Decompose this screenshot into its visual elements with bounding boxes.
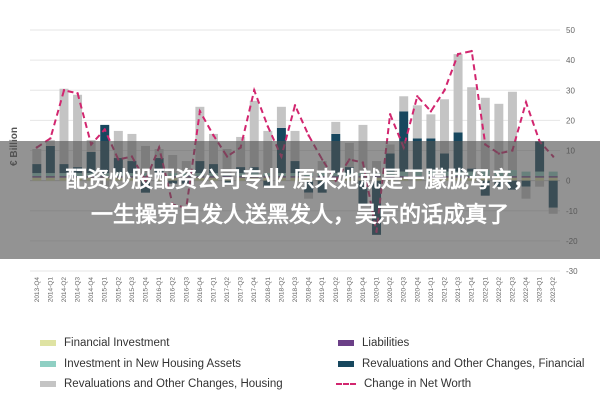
net-worth-point [429, 110, 433, 113]
x-tick-label: 2018-Q3 [292, 277, 299, 303]
x-tick-label: 2014-Q2 [61, 277, 68, 303]
legend-label: Revaluations and Other Changes, Financia… [362, 358, 585, 370]
x-tick-label: 2015-Q4 [143, 277, 150, 303]
x-tick-label: 2020-Q4 [414, 277, 421, 303]
legend-swatch-reval-financial [338, 361, 354, 367]
x-tick-label: 2017-Q1 [211, 277, 218, 303]
bar-revaluations-and-other-changes-housing [412, 105, 422, 139]
net-worth-point [443, 89, 446, 92]
legend-label: Investment in New Housing Assets [64, 358, 242, 370]
y-tick-label: 20 [566, 116, 575, 125]
bar-revaluations-and-other-changes-housing [426, 114, 436, 139]
legend-label: Liabilities [362, 337, 410, 349]
net-worth-point [253, 89, 256, 92]
x-tick-label: 2016-Q3 [183, 277, 190, 303]
bar-revaluations-and-other-changes-housing [440, 99, 449, 154]
net-worth-point [470, 49, 473, 53]
x-tick-label: 2015-Q1 [102, 277, 109, 303]
legend-swatch-liabilities [338, 340, 354, 346]
legend-swatch-new-housing [40, 361, 56, 367]
legend-item-reval-housing: Revaluations and Other Changes, Housing [40, 376, 283, 392]
net-worth-point [524, 101, 528, 104]
x-tick-label: 2018-Q1 [265, 277, 272, 303]
bar-revaluations-and-other-changes-housing [399, 96, 409, 112]
x-tick-label: 2023-Q2 [550, 277, 557, 303]
x-tick-label: 2013-Q4 [34, 277, 41, 303]
legend-label: Financial Investment [64, 337, 170, 349]
bar-revaluations-and-other-changes-housing [507, 91, 517, 171]
x-tick-label: 2023-Q1 [537, 277, 544, 303]
net-worth-point [456, 52, 460, 56]
net-worth-point [416, 95, 419, 98]
net-worth-point [293, 104, 297, 107]
x-tick-label: 2019-Q3 [346, 277, 353, 303]
bar-revaluations-and-other-changes-housing [59, 88, 69, 165]
x-tick-label: 2017-Q4 [251, 277, 258, 303]
net-worth-point [307, 134, 310, 137]
x-tick-label: 2019-Q1 [319, 277, 326, 303]
legend-item-reval-financial: Revaluations and Other Changes, Financia… [338, 356, 584, 372]
bar-revaluations-and-other-changes-housing [73, 94, 83, 168]
legend-item-liabilities: Liabilities [338, 335, 409, 351]
x-tick-label: 2015-Q3 [129, 277, 136, 303]
x-tick-label: 2021-Q3 [455, 277, 462, 303]
net-worth-point [388, 113, 392, 116]
x-tick-label: 2016-Q2 [170, 277, 177, 303]
legend-item-new-housing: Investment in New Housing Assets [40, 356, 241, 372]
legend-item-net-worth: Change in Net Worth [336, 376, 471, 392]
x-tick-label: 2022-Q1 [482, 277, 489, 303]
x-tick-label: 2014-Q3 [75, 277, 82, 303]
x-tick-label: 2017-Q3 [238, 277, 245, 303]
bar-revaluations-and-other-changes-housing [480, 97, 490, 171]
x-tick-label: 2018-Q4 [306, 277, 313, 303]
x-tick-label: 2021-Q4 [469, 277, 476, 303]
y-tick-label: 30 [566, 86, 575, 95]
overlay-title-line-2: 一生操劳白发人送黑发人，吴京的话成真了 [90, 203, 509, 228]
bar-revaluations-and-other-changes-housing [331, 121, 341, 134]
legend-item-financial-investment: Financial Investment [40, 335, 169, 351]
bar-revaluations-and-other-changes-housing [276, 106, 286, 128]
y-tick-label: 40 [566, 56, 575, 65]
bar-revaluations-and-other-changes-housing [453, 54, 463, 133]
x-tick-label: 2022-Q3 [509, 277, 516, 303]
net-worth-point [103, 128, 106, 131]
x-tick-label: 2021-Q1 [428, 277, 435, 303]
bar-revaluations-and-other-changes-housing [249, 100, 259, 168]
y-tick-label: 50 [566, 26, 575, 35]
x-tick-label: 2021-Q2 [442, 277, 449, 303]
legend-label: Change in Net Worth [364, 378, 472, 390]
x-tick-label: 2014-Q1 [47, 277, 54, 303]
x-tick-label: 2016-Q4 [197, 277, 204, 303]
bar-revaluations-and-other-changes-housing [467, 87, 477, 169]
x-tick-label: 2018-Q2 [278, 277, 285, 303]
legend-label: Revaluations and Other Changes, Housing [64, 378, 283, 390]
x-tick-label: 2022-Q2 [496, 277, 503, 303]
bar-revaluations-and-other-changes-housing [494, 103, 504, 171]
x-tick-label: 2022-Q4 [523, 277, 530, 303]
x-tick-label: 2017-Q2 [224, 277, 231, 303]
x-tick-label: 2019-Q2 [333, 277, 340, 303]
legend-swatch-reval-housing [40, 381, 56, 387]
net-worth-point [62, 89, 66, 92]
x-tick-label: 2020-Q1 [374, 277, 381, 303]
x-tick-label: 2020-Q3 [401, 277, 408, 303]
overlay-banner [0, 141, 600, 259]
x-tick-label: 2015-Q2 [115, 277, 122, 303]
net-worth-point [266, 125, 270, 128]
net-worth-point [49, 137, 52, 140]
x-tick-label: 2019-Q4 [360, 277, 367, 303]
x-tick-label: 2014-Q4 [88, 277, 95, 303]
legend: Financial Investment Liabilities Investm… [0, 333, 600, 400]
net-worth-point [198, 110, 202, 113]
legend-swatch-net-worth [336, 383, 356, 385]
overlay-title-line-1: 配资炒股配资公司专业 原来她就是于朦胧母亲， [65, 168, 535, 193]
net-worth-point [212, 134, 215, 137]
bar-revaluations-and-other-changes-housing [195, 106, 205, 162]
y-tick-label: -30 [566, 267, 578, 276]
x-tick-label: 2020-Q2 [387, 277, 394, 303]
x-tick-label: 2016-Q1 [156, 277, 163, 303]
legend-swatch-financial-investment [40, 340, 56, 346]
net-worth-point [76, 92, 79, 95]
